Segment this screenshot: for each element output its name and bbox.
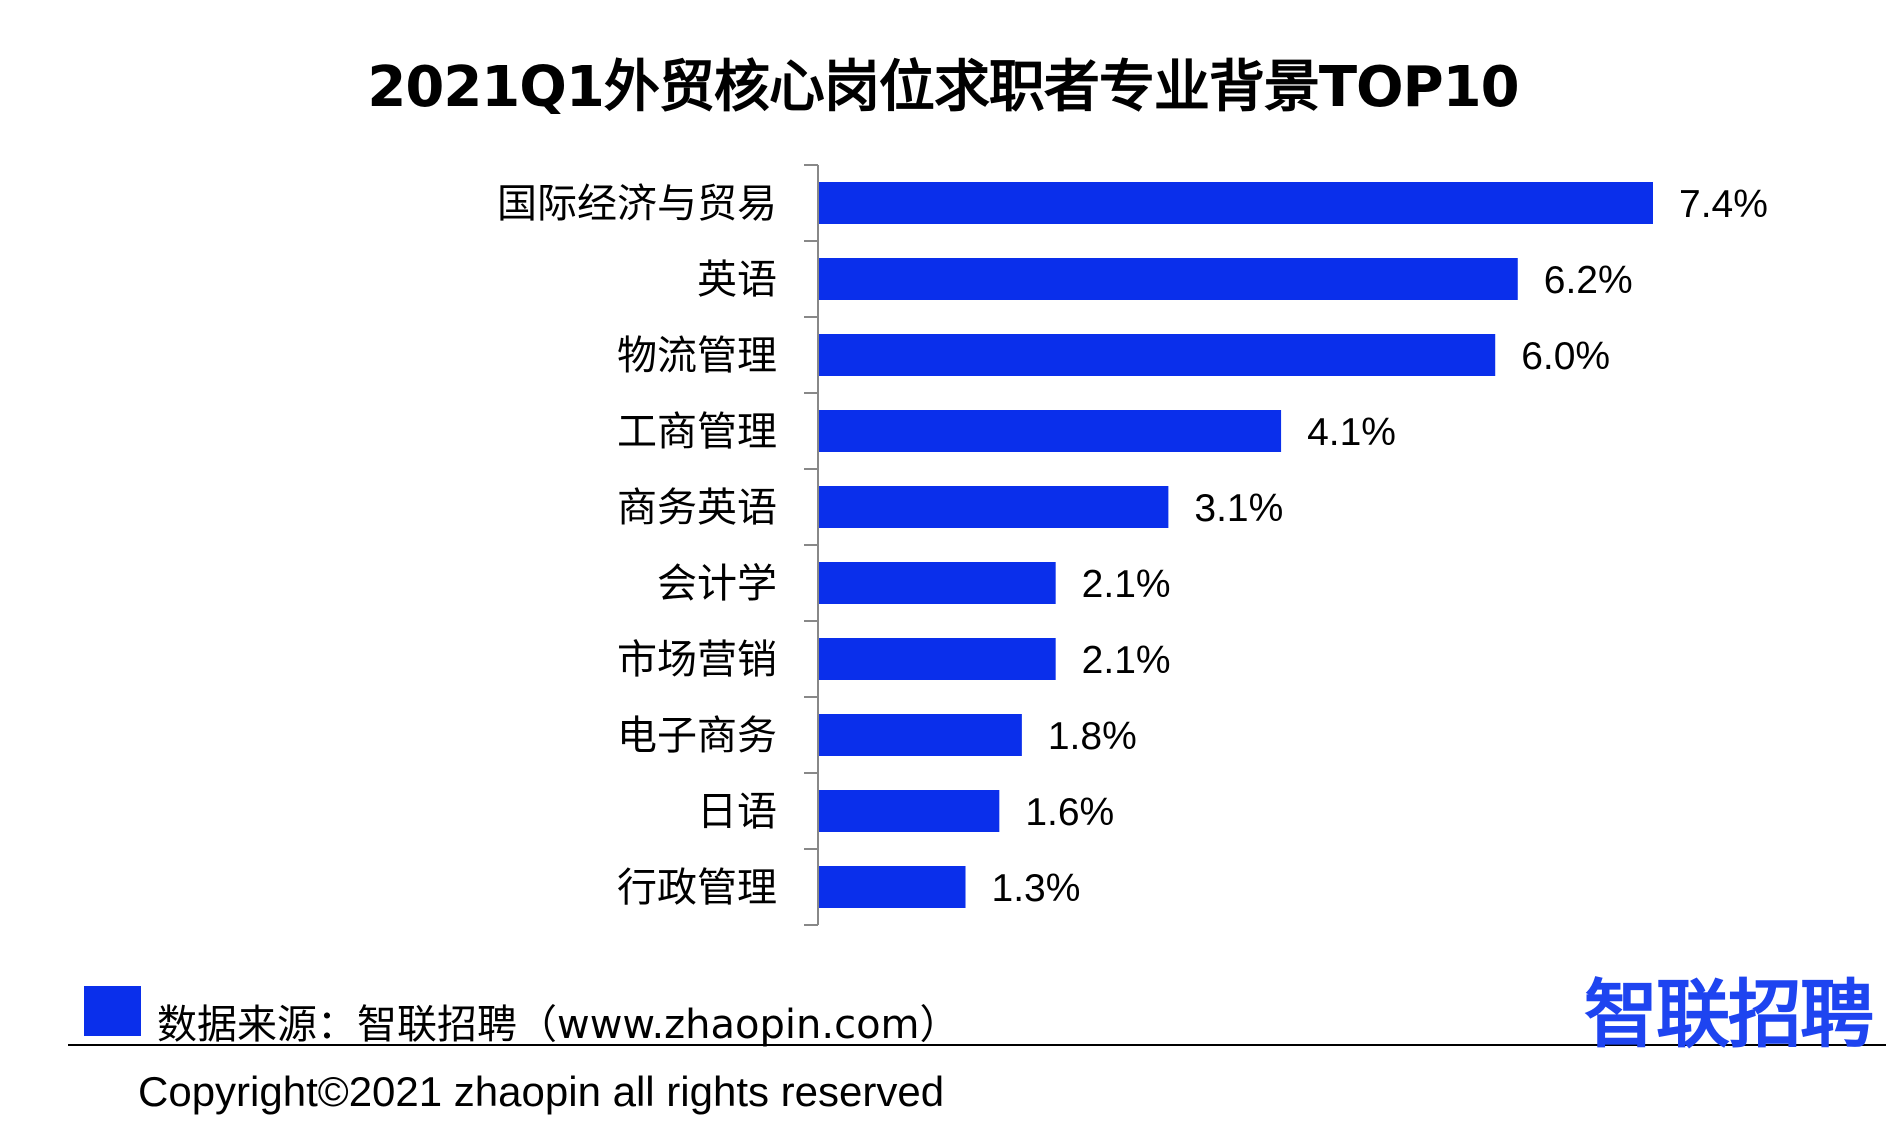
value-label: 2.1% [1082,639,1171,682]
value-label: 3.1% [1194,487,1283,530]
bar-7 [819,638,1056,680]
bar-3 [819,334,1496,376]
legend-swatch [84,986,141,1036]
copyright-text: Copyright©2021 zhaopin all rights reserv… [138,1068,945,1115]
bar-1 [819,182,1653,224]
chart-title: 2021Q1外贸核心岗位求职者专业背景TOP10 [367,55,1519,120]
category-label: 日语 [697,789,777,835]
bar-8 [819,714,1022,756]
value-label: 6.0% [1521,335,1610,378]
value-label: 1.8% [1048,715,1137,758]
category-label: 国际经济与贸易 [497,181,777,227]
category-label: 物流管理 [617,333,777,379]
bar-5 [819,486,1169,528]
value-label: 1.6% [1025,791,1114,834]
value-label: 6.2% [1544,259,1633,302]
value-label: 7.4% [1679,183,1768,226]
bar-4 [819,410,1282,452]
category-label: 英语 [697,257,777,303]
bar-10 [819,866,966,908]
bar-9 [819,790,1000,832]
category-label: 会计学 [657,561,777,607]
category-label: 商务英语 [617,485,777,531]
bar-6 [819,562,1056,604]
zhaopin-logo: 智联招聘 [1584,972,1874,1058]
value-label: 4.1% [1307,411,1396,454]
category-label: 电子商务 [617,713,777,759]
footer-divider [68,1044,1886,1046]
category-label: 市场营销 [617,637,777,683]
category-label: 行政管理 [617,865,777,911]
bar-2 [819,258,1518,300]
source-note: 数据来源：智联招聘（www.zhaopin.com） [157,1002,960,1048]
value-label: 2.1% [1082,563,1171,606]
value-label: 1.3% [992,867,1081,910]
category-label: 工商管理 [617,409,777,455]
